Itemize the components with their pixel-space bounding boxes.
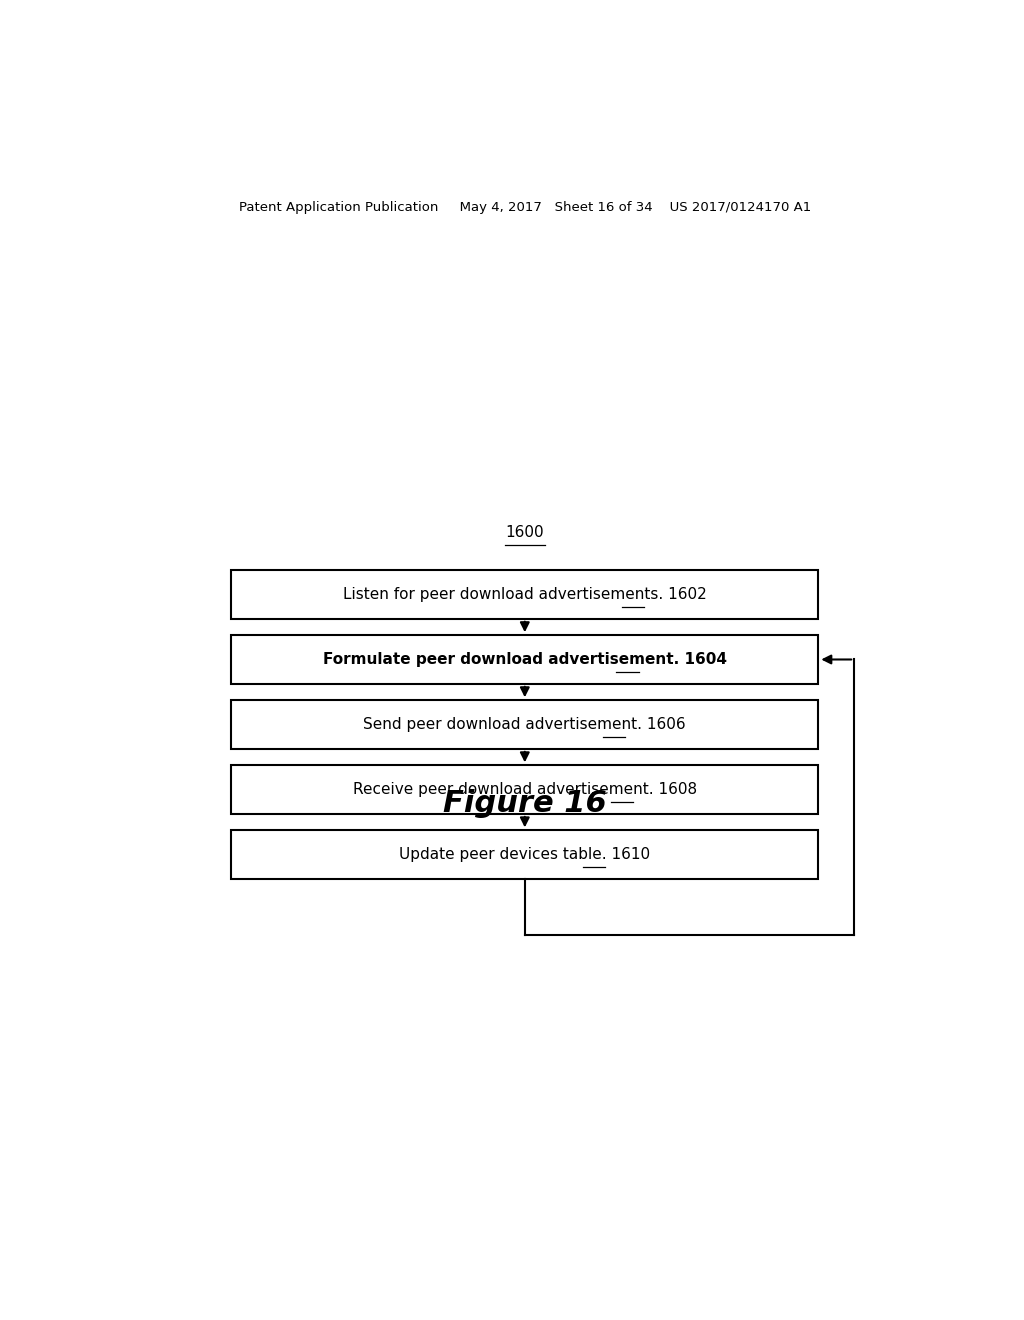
Text: Update peer devices table. 1610: Update peer devices table. 1610 — [399, 847, 650, 862]
Text: Receive peer download advertisement. 1608: Receive peer download advertisement. 160… — [352, 781, 697, 797]
Bar — [231, 635, 818, 684]
Text: 1600: 1600 — [506, 524, 544, 540]
Bar — [231, 570, 818, 619]
Bar — [231, 830, 818, 879]
Bar — [231, 766, 818, 814]
Text: Formulate peer download advertisement. 1604: Formulate peer download advertisement. 1… — [323, 652, 727, 667]
Text: Listen for peer download advertisements. 1602: Listen for peer download advertisements.… — [343, 587, 707, 602]
Text: Figure 16: Figure 16 — [443, 789, 606, 818]
Bar — [231, 700, 818, 748]
Text: Send peer download advertisement. 1606: Send peer download advertisement. 1606 — [364, 717, 686, 733]
Text: Patent Application Publication     May 4, 2017   Sheet 16 of 34    US 2017/01241: Patent Application Publication May 4, 20… — [239, 201, 811, 214]
